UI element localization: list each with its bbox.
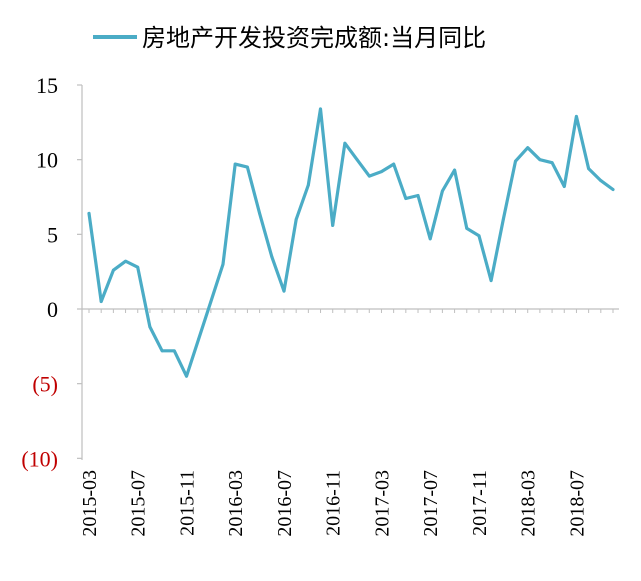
y-tick-label: 15: [36, 73, 58, 98]
data-point: [160, 349, 164, 353]
x-tick-label: 2018-03: [518, 470, 540, 537]
data-point: [87, 212, 91, 215]
data-point: [501, 218, 505, 221]
x-tick-label: 2016-03: [225, 470, 247, 537]
y-tick-label: 5: [47, 222, 58, 247]
data-point: [136, 265, 140, 269]
x-tick-label: 2015-11: [176, 470, 198, 536]
data-point: [599, 179, 603, 182]
data-point: [294, 218, 298, 221]
data-point: [355, 158, 359, 162]
x-tick-label: 2015-07: [128, 470, 150, 537]
data-point: [538, 158, 542, 162]
data-point: [526, 146, 530, 150]
data-point: [416, 194, 420, 197]
data-point: [221, 262, 225, 266]
data-point: [453, 168, 456, 172]
data-point: [343, 141, 347, 145]
data-point: [99, 300, 103, 303]
data-point: [124, 259, 127, 263]
data-point: [270, 255, 274, 259]
x-tick-label: 2015-03: [79, 470, 101, 537]
axes: [81, 85, 619, 460]
data-point: [319, 107, 322, 111]
y-tick-label: (5): [32, 372, 58, 397]
y-axis-ticks: 15 10 5 0 (5) (10): [21, 73, 82, 471]
x-tick-label: 2018-07: [566, 470, 588, 537]
data-point: [587, 167, 591, 171]
data-point: [477, 234, 481, 238]
data-point: [306, 183, 310, 187]
data-point: [185, 374, 188, 378]
data-point: [550, 161, 554, 165]
data-point: [392, 162, 396, 166]
data-point: [209, 300, 213, 303]
data-point: [258, 212, 262, 215]
data-point: [440, 189, 444, 193]
data-point: [233, 162, 237, 166]
data-point: [331, 223, 335, 227]
x-axis-ticks: 2015-03 2015-07 2015-11 2016-03 2016-07 2016-…: [79, 309, 614, 537]
x-tick-label: 2017-11: [469, 470, 491, 536]
data-point: [489, 279, 493, 283]
data-point: [428, 237, 432, 241]
legend: 房地产开发投资完成额:当月同比: [93, 24, 486, 52]
series-line: [87, 107, 615, 378]
data-point: [404, 197, 408, 200]
data-point: [575, 114, 578, 118]
x-tick-label: 2017-03: [371, 470, 393, 537]
x-tick-label: 2016-07: [274, 470, 296, 537]
legend-label: 房地产开发投资完成额:当月同比: [142, 24, 486, 52]
data-point: [282, 289, 286, 293]
y-tick-label: (10): [21, 446, 58, 471]
data-point: [111, 268, 115, 272]
data-point: [514, 159, 517, 163]
data-point: [246, 165, 249, 169]
y-tick-label: 10: [36, 148, 58, 173]
data-point: [367, 174, 371, 178]
data-point: [465, 226, 469, 230]
data-point: [197, 337, 201, 341]
data-point: [148, 325, 152, 329]
series-group: [87, 107, 615, 378]
x-tick-label: 2016-11: [323, 470, 345, 536]
data-point: [172, 349, 176, 353]
y-tick-label: 0: [47, 297, 58, 322]
x-tick-label: 2017-07: [420, 470, 442, 537]
data-point: [611, 188, 615, 191]
data-point: [562, 185, 566, 188]
data-point: [380, 170, 383, 174]
